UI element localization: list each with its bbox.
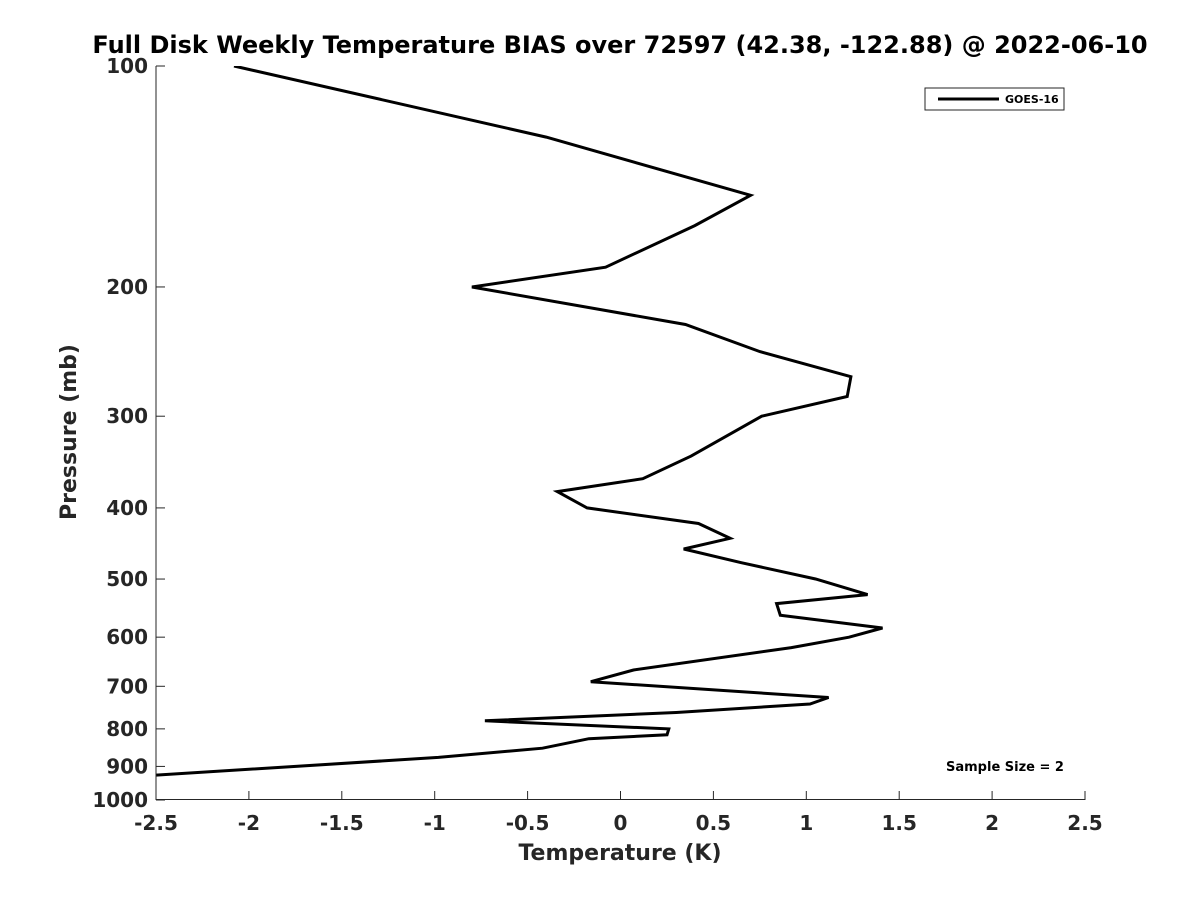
x-axis-label: Temperature (K) [518,841,721,866]
y-ticks: 100 200 300 400 500 600 700 800 900 1000 [92,54,165,812]
legend-entry-goes-16: GOES-16 [1005,93,1059,106]
x-tick-label: 0.5 [696,811,731,835]
x-tick-label: 1.5 [881,811,916,835]
chart-title: Full Disk Weekly Temperature BIAS over 7… [92,31,1147,59]
y-axis-label: Pressure (mb) [57,344,82,520]
y-tick-label: 1000 [92,788,148,812]
y-tick-label: 600 [106,625,148,649]
x-tick-label: -1.5 [320,811,364,835]
x-tick-label: -0.5 [506,811,550,835]
x-tick-label: 0 [614,811,628,835]
y-tick-label: 400 [106,496,148,520]
x-tick-label: -2 [238,811,260,835]
series-layer [156,66,883,777]
x-tick-label: -2.5 [134,811,178,835]
y-tick-label: 700 [106,674,148,698]
sample-size-annotation: Sample Size = 2 [946,760,1064,775]
y-tick-label: 200 [106,275,148,299]
x-tick-label: -1 [424,811,446,835]
legend: GOES-16 [924,87,1065,111]
x-tick-label: 1 [799,811,813,835]
y-tick-label: 500 [106,567,148,591]
y-tick-label: 800 [106,717,148,741]
y-tick-label: 900 [106,754,148,778]
x-tick-label: 2 [985,811,999,835]
x-ticks: -2.5 -2 -1.5 -1 -0.5 0 0.5 1 1.5 2 2.5 [134,791,1103,835]
series-line-goes-16 [156,66,883,777]
y-tick-label: 300 [106,404,148,428]
plot-area [156,66,1085,799]
y-tick-label: 100 [106,54,148,78]
x-tick-label: 2.5 [1067,811,1102,835]
